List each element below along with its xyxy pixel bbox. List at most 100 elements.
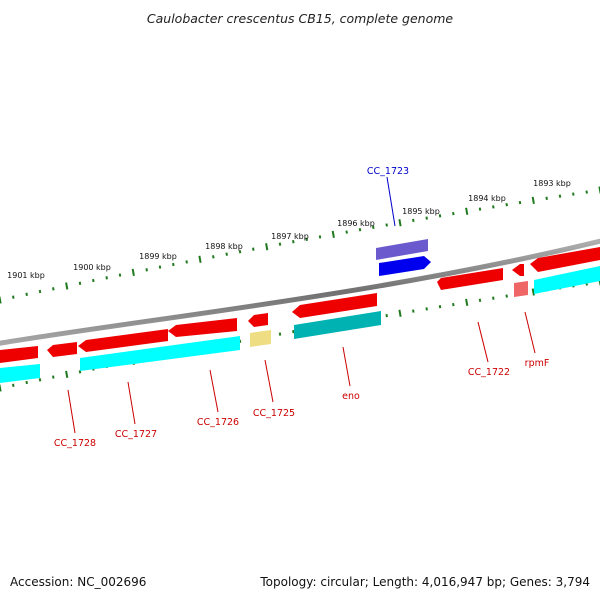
- gene-rpmf-lower[interactable]: [514, 281, 528, 297]
- kbp-label-1900: 1900 kbp: [73, 263, 111, 272]
- gene-label-cc1726[interactable]: CC_1726: [197, 417, 239, 428]
- gene-cc1728b-upper[interactable]: [47, 342, 77, 357]
- minor-tick: [425, 216, 428, 220]
- minor-tick: [38, 378, 42, 382]
- gene-label-cc1727[interactable]: CC_1727: [115, 429, 157, 440]
- minor-tick: [52, 375, 55, 379]
- minor-tick: [278, 332, 282, 336]
- minor-tick: [78, 370, 82, 374]
- minor-tick: [212, 255, 215, 259]
- kbp-scale-labels: 1901 kbp 1900 kbp 1899 kbp 1898 kbp 1897…: [7, 179, 571, 280]
- gene-cc1727-upper[interactable]: [78, 329, 168, 352]
- kbp-label-1897: 1897 kbp: [271, 232, 309, 241]
- gene-label-cc1723[interactable]: CC_1723: [367, 166, 409, 177]
- major-tick: [0, 296, 2, 304]
- minor-tick: [78, 281, 82, 285]
- major-tick: [598, 186, 600, 194]
- minor-tick: [318, 235, 322, 239]
- minor-tick: [492, 296, 495, 300]
- gene-cc1728-upper[interactable]: [0, 346, 38, 363]
- minor-tick: [225, 252, 228, 256]
- minor-tick: [425, 307, 428, 311]
- label-leaders: [67, 176, 536, 434]
- minor-tick: [492, 205, 495, 209]
- gene-labels: CC_1728 CC_1727 CC_1726 CC_1725 eno CC_1…: [54, 166, 549, 449]
- gene-cc1728-lower[interactable]: [0, 364, 40, 383]
- gene-label-cc1725[interactable]: CC_1725: [253, 408, 295, 419]
- gene-cc1725-lower[interactable]: [250, 330, 271, 347]
- gene-label-eno[interactable]: eno: [342, 391, 360, 402]
- major-tick: [465, 298, 469, 307]
- minor-tick: [252, 247, 255, 251]
- gene-next-lower[interactable]: [534, 266, 600, 294]
- gene-rpmf-upper[interactable]: [512, 264, 524, 276]
- minor-tick: [158, 265, 162, 269]
- major-tick: [265, 243, 269, 251]
- topology-text: Topology: circular; Length: 4,016,947 bp…: [259, 575, 590, 589]
- gene-cc1725-upper[interactable]: [248, 313, 268, 327]
- gene-eno-upper[interactable]: [292, 293, 377, 318]
- minor-tick: [452, 302, 455, 307]
- minor-tick: [105, 276, 108, 280]
- kbp-label-1895: 1895 kbp: [402, 207, 440, 216]
- major-tick: [531, 196, 535, 205]
- kbp-label-1898: 1898 kbp: [205, 242, 243, 251]
- kbp-label-1901: 1901 kbp: [7, 271, 45, 280]
- minor-tick: [12, 295, 15, 299]
- gene-features: [0, 239, 600, 383]
- minor-tick: [92, 278, 95, 283]
- gene-cc1723-upper[interactable]: [376, 239, 428, 260]
- major-tick: [398, 219, 402, 227]
- minor-tick: [438, 214, 442, 218]
- gene-cc1726-upper[interactable]: [168, 318, 237, 337]
- gene-next-upper[interactable]: [530, 247, 600, 272]
- genome-backbone: [0, 238, 600, 346]
- major-tick: [0, 384, 2, 392]
- gene-label-cc1722[interactable]: CC_1722: [468, 367, 510, 378]
- minor-tick: [278, 242, 282, 246]
- minor-tick: [172, 262, 175, 267]
- minor-tick: [345, 230, 348, 234]
- major-tick: [131, 268, 135, 277]
- minor-tick: [38, 289, 42, 294]
- minor-tick: [505, 203, 508, 207]
- minor-tick: [52, 287, 55, 291]
- minor-tick: [25, 292, 28, 296]
- minor-tick: [385, 223, 388, 227]
- minor-tick: [452, 211, 455, 216]
- gene-label-rpmf[interactable]: rpmF: [525, 358, 550, 369]
- major-tick: [465, 207, 469, 215]
- minor-tick: [25, 380, 28, 385]
- minor-tick: [585, 190, 588, 194]
- gene-cc1723-lower[interactable]: [379, 256, 431, 276]
- minor-tick: [505, 294, 508, 298]
- accession-text: Accession: NC_002696: [10, 575, 146, 589]
- map-title: Caulobacter crescentus CB15, complete ge…: [147, 11, 453, 26]
- minor-tick: [478, 298, 482, 302]
- minor-tick: [372, 225, 375, 229]
- gene-cc1722-upper[interactable]: [437, 268, 503, 290]
- minor-tick: [412, 218, 415, 223]
- kbp-label-1893: 1893 kbp: [533, 179, 571, 188]
- minor-tick: [478, 207, 482, 211]
- outer-tick-track: [0, 186, 600, 304]
- gene-eno-lower[interactable]: [294, 311, 381, 339]
- gene-label-cc1728[interactable]: CC_1728: [54, 438, 96, 449]
- kbp-label-1894: 1894 kbp: [468, 194, 506, 203]
- minor-tick: [385, 313, 388, 318]
- major-tick: [198, 255, 202, 263]
- major-tick: [331, 230, 335, 239]
- minor-tick: [545, 196, 548, 200]
- minor-tick: [572, 192, 575, 196]
- gene-cc1727-lower[interactable]: [80, 336, 240, 371]
- major-tick: [398, 309, 402, 317]
- major-tick: [65, 370, 69, 379]
- kbp-label-1899: 1899 kbp: [139, 252, 177, 261]
- minor-tick: [558, 194, 562, 198]
- minor-tick: [145, 268, 148, 272]
- minor-tick: [292, 330, 295, 334]
- minor-tick: [185, 260, 188, 264]
- kbp-label-1896: 1896 kbp: [337, 219, 375, 228]
- minor-tick: [305, 237, 308, 241]
